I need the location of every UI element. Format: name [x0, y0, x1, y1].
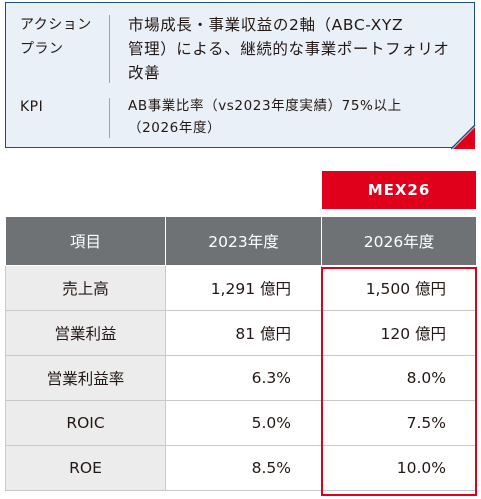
table-row: 営業利益率 6.3% 8.0%: [5, 355, 477, 401]
row-fy2023-value: 81 億円: [165, 310, 322, 356]
header-item: 項目: [5, 216, 166, 266]
row-item-label: 営業利益: [5, 310, 166, 356]
kpi-value-line1: AB事業比率（vs2023年度実績）75%以上: [128, 98, 402, 114]
mex26-badge: MEX26: [322, 171, 476, 209]
row-fy2026-value: 1,500 億円: [321, 265, 477, 311]
row-fy2026-value: 7.5%: [321, 400, 477, 446]
row-fy2023-value: 5.0%: [165, 400, 322, 446]
row-fy2026-value: 8.0%: [321, 355, 477, 401]
action-plan-label-line2: プラン: [20, 41, 64, 57]
row-fy2026-value: 10.0%: [321, 445, 477, 491]
action-plan-value-line1: 市場成長・事業収益の2軸（ABC-XYZ: [128, 16, 404, 34]
kpi-divider: [109, 98, 110, 138]
row-item-label: ROE: [5, 445, 166, 491]
kpi-value-line2: （2026年度）: [128, 120, 222, 136]
row-fy2026-value: 120 億円: [321, 310, 477, 356]
header-fy2023: 2023年度: [165, 216, 322, 266]
action-plan-divider: [109, 15, 110, 83]
row-fy2023-value: 8.5%: [165, 445, 322, 491]
corner-accent-icon: [451, 125, 476, 150]
action-plan-value: 市場成長・事業収益の2軸（ABC-XYZ 管理）による、継続的な事業ポートフォリ…: [128, 13, 460, 85]
table-header-row: 項目 2023年度 2026年度: [5, 216, 477, 266]
row-fy2023-value: 6.3%: [165, 355, 322, 401]
action-plan-label-line1: アクション: [20, 17, 92, 33]
row-item-label: 売上高: [5, 265, 166, 311]
action-plan-value-line3: 改善: [128, 64, 161, 82]
kpi-label: KPI: [20, 99, 44, 115]
table-row: ROE 8.5% 10.0%: [5, 445, 477, 491]
table-row: 売上高 1,291 億円 1,500 億円: [5, 265, 477, 311]
row-item-label: ROIC: [5, 400, 166, 446]
row-fy2023-value: 1,291 億円: [165, 265, 322, 311]
kpi-value: AB事業比率（vs2023年度実績）75%以上 （2026年度）: [128, 95, 460, 139]
financial-targets-table: 項目 2023年度 2026年度 売上高 1,291 億円 1,500 億円 営…: [5, 216, 477, 491]
action-plan-box: アクション プラン 市場成長・事業収益の2軸（ABC-XYZ 管理）による、継続…: [5, 2, 475, 148]
action-plan-value-line2: 管理）による、継続的な事業ポートフォリオ: [128, 40, 450, 58]
action-plan-label: アクション プラン: [20, 13, 92, 61]
table-row: 営業利益 81 億円 120 億円: [5, 310, 477, 356]
table-row: ROIC 5.0% 7.5%: [5, 400, 477, 446]
row-item-label: 営業利益率: [5, 355, 166, 401]
header-fy2026: 2026年度: [321, 216, 477, 266]
